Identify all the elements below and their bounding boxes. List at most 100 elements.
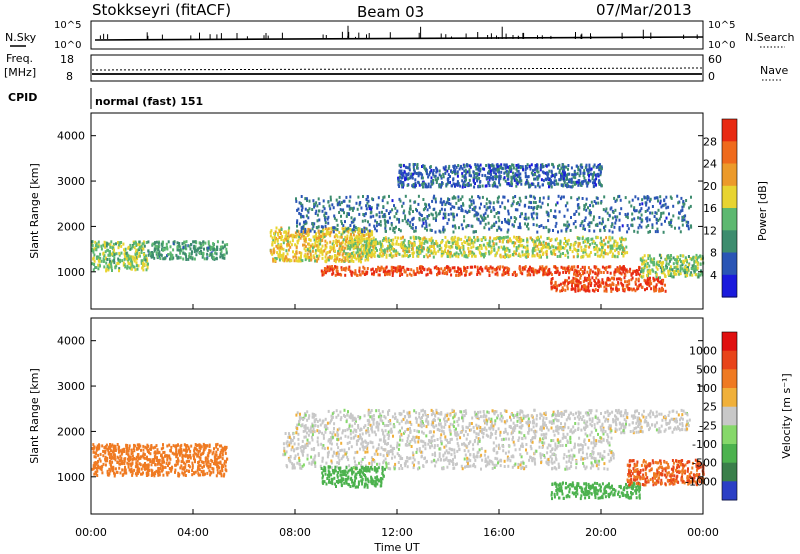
heatmap-cell (566, 251, 569, 255)
heatmap-cell (91, 447, 94, 450)
heatmap-cell (338, 239, 340, 243)
heatmap-cell (555, 287, 558, 291)
heatmap-cell (661, 289, 664, 292)
heatmap-cell (445, 241, 448, 245)
heatmap-cell (592, 173, 595, 176)
heatmap-cell (609, 207, 612, 211)
heatmap-cell (533, 270, 536, 274)
heatmap-cell (404, 214, 407, 218)
heatmap-cell (534, 166, 537, 170)
heatmap-cell (401, 185, 404, 189)
heatmap-cell (613, 225, 616, 229)
heatmap-cell (543, 245, 546, 249)
heatmap-cell (586, 168, 588, 172)
heatmap-cell (393, 230, 396, 234)
heatmap-cell (498, 239, 501, 243)
heatmap-cell (550, 169, 553, 173)
heatmap-cell (596, 284, 599, 288)
heatmap-cell (463, 251, 466, 255)
heatmap-cell (526, 269, 529, 273)
heatmap-cell (537, 181, 540, 185)
heatmap-cell (626, 270, 629, 274)
heatmap-cell (315, 209, 318, 213)
heatmap-cell (648, 278, 651, 282)
heatmap-cell (326, 251, 329, 254)
heatmap-cell (304, 236, 307, 240)
heatmap-cell (327, 215, 330, 219)
heatmap-cell (562, 167, 565, 171)
heatmap-cell (517, 246, 520, 250)
heatmap-cell (541, 265, 544, 269)
heatmap-cell (533, 249, 536, 253)
heatmap-cell (576, 284, 579, 288)
heatmap-cell (130, 267, 133, 271)
heatmap-cell (453, 205, 456, 209)
heatmap-cell (446, 169, 449, 173)
heatmap-cell (647, 254, 650, 258)
heatmap-cell (539, 235, 542, 239)
heatmap-cell (460, 272, 463, 276)
heatmap-cell (524, 245, 527, 249)
heatmap-cell (589, 282, 592, 285)
heatmap-cell (507, 209, 510, 213)
heatmap-cell (307, 232, 310, 236)
heatmap-cell (346, 237, 349, 241)
heatmap-cell (587, 181, 590, 185)
heatmap-cell (335, 198, 338, 202)
heatmap-cell (449, 255, 452, 259)
heatmap-cell (618, 212, 621, 216)
heatmap-cell (515, 179, 518, 183)
heatmap-cell (584, 289, 587, 293)
heatmap-cell (426, 248, 429, 252)
heatmap-cell (554, 265, 557, 269)
heatmap-cell (485, 265, 488, 269)
heatmap-cell (585, 163, 588, 167)
heatmap-cell (522, 245, 525, 249)
heatmap-cell (573, 265, 576, 269)
heatmap-cell (657, 260, 660, 264)
heatmap-cell (670, 257, 673, 261)
heatmap-cell (307, 216, 310, 220)
heatmap-cell (390, 223, 393, 227)
heatmap-cell (678, 272, 681, 276)
heatmap-cell (492, 242, 495, 246)
heatmap-cell (336, 239, 339, 243)
heatmap-cell (129, 243, 132, 247)
heatmap-cell (650, 260, 653, 264)
heatmap-cell (604, 224, 607, 228)
heatmap-cell (275, 257, 278, 261)
heatmap-cell (434, 178, 437, 182)
heatmap-cell (433, 194, 436, 198)
heatmap-cell (333, 243, 335, 247)
heatmap-cell (582, 284, 585, 288)
heatmap-cell (451, 171, 454, 174)
heatmap-cell (204, 241, 207, 245)
heatmap-cell (336, 203, 339, 207)
heatmap-cell (220, 248, 223, 251)
heatmap-cell (507, 273, 510, 276)
heatmap-cell (609, 278, 612, 282)
heatmap-cell (384, 272, 387, 276)
noise-panel: 10^5 10^0 10^5 10^0 N.Sky N.Search (5, 20, 795, 51)
heatmap-cell (93, 263, 96, 266)
heatmap-cell (513, 216, 516, 219)
heatmap-cell (485, 247, 488, 251)
heatmap-cell (681, 254, 684, 258)
heatmap-cell (281, 235, 284, 238)
heatmap-cell (360, 260, 362, 264)
heatmap-cell (562, 184, 565, 188)
heatmap-cell (392, 269, 395, 273)
heatmap-cell (430, 251, 433, 255)
heatmap-cell (472, 199, 475, 203)
heatmap-cell (677, 259, 679, 263)
heatmap-cell (132, 265, 135, 269)
heatmap-cell (323, 267, 326, 270)
heatmap-cell (515, 184, 518, 188)
heatmap-cell (608, 229, 611, 233)
heatmap-cell (380, 266, 383, 270)
heatmap-cell (453, 269, 456, 273)
heatmap-cell (189, 247, 192, 251)
heatmap-cell (582, 272, 584, 276)
